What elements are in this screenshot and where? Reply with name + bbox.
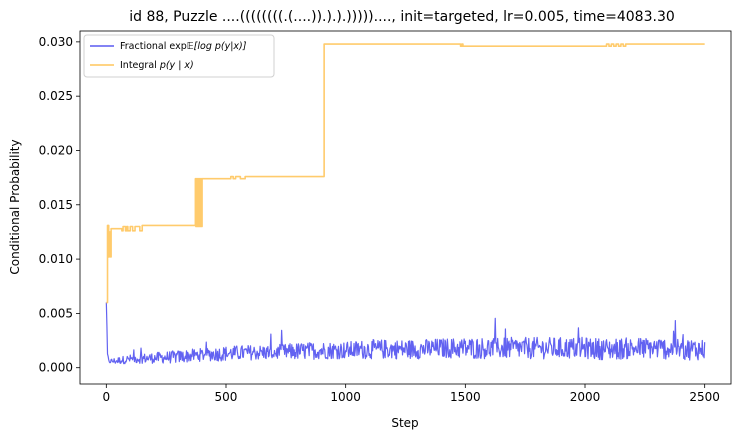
y-tick-label: 0.005 (39, 306, 73, 320)
y-tick-label: 0.020 (39, 143, 73, 157)
plot-area (79, 30, 732, 385)
y-tick-label: 0.025 (39, 89, 73, 103)
legend-label-integral: Integral p(y | x) (120, 60, 194, 71)
plot-frame (79, 30, 732, 385)
series-line-fractional (105, 302, 706, 365)
series-layer (105, 43, 706, 365)
x-tick-label: 1000 (330, 390, 361, 404)
x-tick-label: 1500 (450, 390, 481, 404)
legend: Fractional exp𝔼[log p(y|x)] Integral p(y… (83, 34, 275, 78)
x-tick-label: 500 (215, 390, 238, 404)
y-tick-label: 0.030 (39, 35, 73, 49)
x-axis-label: Step (391, 416, 418, 430)
y-ticks: 0.000 0.005 0.010 0.015 0.020 0.025 0.030 (39, 35, 80, 375)
y-tick-label: 0.000 (39, 361, 73, 375)
legend-label-fractional: Fractional exp𝔼[log p(y|x)] (120, 41, 247, 52)
x-tick-label: 2000 (570, 390, 601, 404)
legend-frame (83, 34, 275, 78)
y-tick-label: 0.015 (39, 198, 73, 212)
y-axis-label: Conditional Probability (8, 139, 22, 274)
x-tick-label: 2500 (689, 390, 720, 404)
series-line-integral (106, 43, 705, 304)
x-tick-label: 0 (103, 390, 111, 404)
x-ticks: 0 500 1000 1500 2000 2500 (103, 384, 720, 404)
chart-title: id 88, Puzzle ....((((((((.(....)).).).)… (129, 9, 675, 25)
y-tick-label: 0.010 (39, 252, 73, 266)
